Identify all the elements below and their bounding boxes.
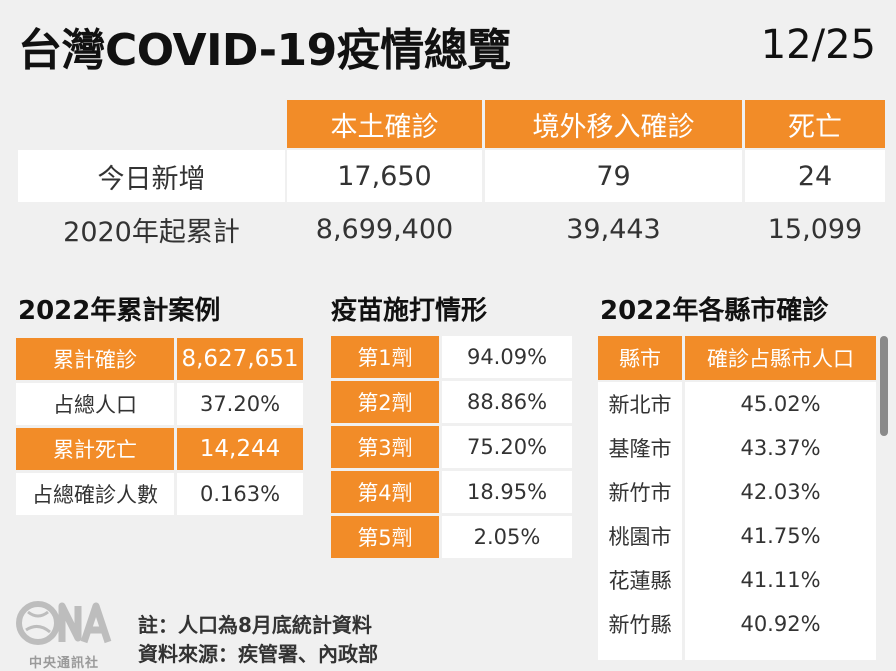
page-title: 台灣COVID-19疫情總覽 — [18, 25, 511, 76]
divider — [482, 150, 485, 202]
county-name: 桃園市 — [608, 525, 672, 549]
divider — [742, 150, 745, 202]
cases-label: 累計確診 — [16, 338, 174, 380]
value-today-imported: 79 — [596, 160, 631, 192]
cases-value: 8,627,651 — [177, 338, 303, 380]
logo-text: 中央通訊社 — [28, 656, 99, 671]
source-note: 資料來源：疾管署、內政部 — [138, 642, 378, 666]
divider — [285, 150, 287, 202]
cases-value: 37.20% — [177, 383, 303, 425]
vaccine-dose-label: 第3劑 — [331, 426, 439, 468]
county-value: 43.37% — [740, 436, 821, 460]
county-value: 41.75% — [740, 524, 821, 548]
county-table: 縣市 確診占縣市人口 新北市 45.02% 基隆市 43.37% 新竹市 42.… — [598, 336, 876, 660]
cases-label: 累計死亡 — [16, 428, 174, 470]
vaccine-value: 94.09% — [442, 336, 572, 378]
county-heading: 2022年各縣市確診 — [600, 296, 829, 326]
date-label: 12/25 — [760, 22, 876, 68]
cases-heading: 2022年累計案例 — [18, 296, 221, 326]
row-label-today: 今日新增 — [97, 163, 206, 195]
vaccine-value: 18.95% — [442, 471, 572, 513]
vaccine-heading: 疫苗施打情形 — [331, 296, 488, 326]
county-name: 花蓮縣 — [608, 569, 672, 593]
value-cumulative-imported: 39,443 — [566, 213, 661, 245]
county-value: 45.02% — [740, 392, 821, 416]
county-name: 新北市 — [608, 393, 672, 417]
value-today-deaths: 24 — [797, 160, 833, 192]
cna-logo: 中央通訊社 — [16, 600, 112, 671]
county-name: 基隆市 — [608, 437, 672, 461]
row-label-cumulative: 2020年起累計 — [63, 216, 240, 248]
county-value: 40.92% — [740, 612, 821, 636]
table-row — [18, 150, 885, 202]
county-col-header-name: 縣市 — [598, 336, 682, 380]
county-name: 新竹縣 — [608, 613, 672, 637]
vaccine-dose-label: 第2劑 — [331, 381, 439, 423]
cases-value: 14,244 — [177, 428, 303, 470]
globe-icon — [16, 601, 112, 645]
vaccine-value: 75.20% — [442, 426, 572, 468]
vaccine-value: 88.86% — [442, 381, 572, 423]
county-name: 新竹市 — [608, 481, 672, 505]
county-col-header-value: 確診占縣市人口 — [685, 336, 876, 380]
cases-value: 0.163% — [177, 473, 303, 515]
value-cumulative-deaths: 15,099 — [767, 213, 863, 245]
vaccine-dose-label: 第5劑 — [331, 516, 439, 558]
county-value: 41.11% — [740, 568, 821, 592]
vaccine-value: 2.05% — [442, 516, 572, 558]
col-header-deaths: 死亡 — [745, 100, 885, 148]
vaccine-dose-label: 第4劑 — [331, 471, 439, 513]
col-header-local: 本土確診 — [287, 100, 482, 148]
county-scrollbar[interactable] — [880, 336, 888, 436]
cases-label: 占總人口 — [16, 383, 174, 425]
vaccine-dose-label: 第1劑 — [331, 336, 439, 378]
col-header-imported: 境外移入確診 — [485, 100, 742, 148]
footnote: 註：人口為8月底統計資料 — [138, 613, 372, 637]
county-value: 42.03% — [740, 480, 821, 504]
value-today-local: 17,650 — [337, 160, 432, 192]
cases-label: 占總確診人數 — [16, 473, 174, 515]
value-cumulative-local: 8,699,400 — [315, 213, 454, 245]
